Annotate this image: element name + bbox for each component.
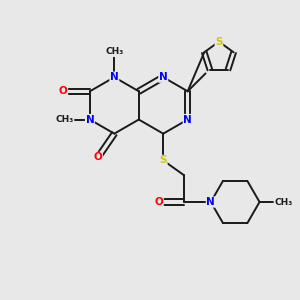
Text: CH₃: CH₃ <box>105 47 124 56</box>
Text: N: N <box>159 72 168 82</box>
Text: N: N <box>183 115 192 124</box>
Text: S: S <box>215 37 223 46</box>
Text: O: O <box>154 197 163 207</box>
Text: N: N <box>206 197 215 207</box>
Text: O: O <box>59 86 68 96</box>
Text: N: N <box>85 115 94 124</box>
Text: O: O <box>94 152 102 162</box>
Text: S: S <box>160 155 167 165</box>
Text: CH₃: CH₃ <box>56 115 74 124</box>
Text: N: N <box>110 72 119 82</box>
Text: CH₃: CH₃ <box>274 197 292 206</box>
